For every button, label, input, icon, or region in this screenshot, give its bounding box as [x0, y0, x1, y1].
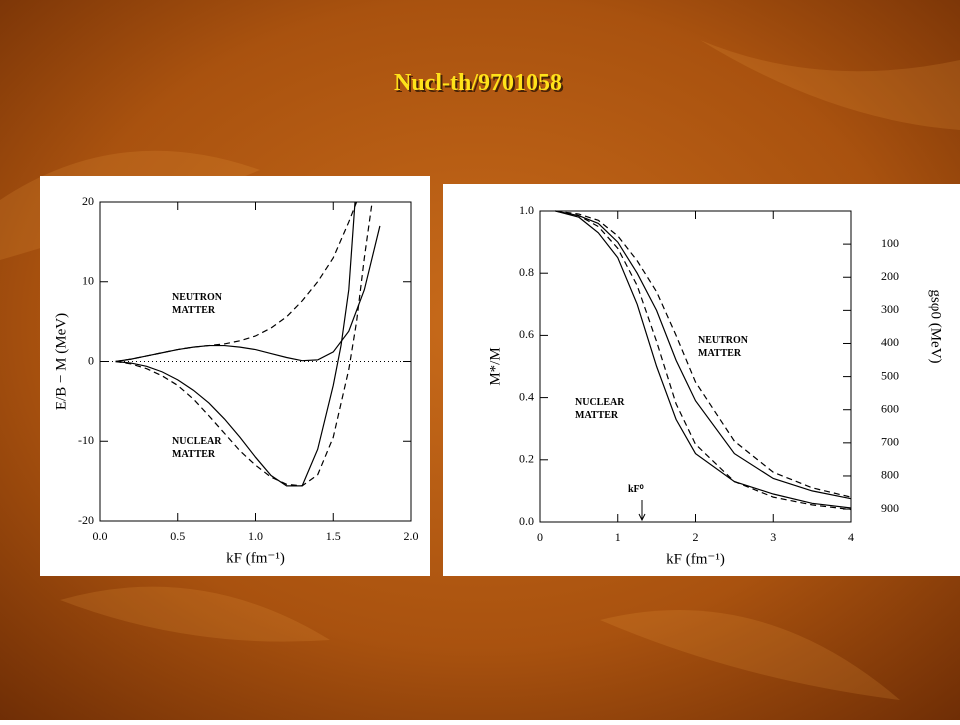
annotation: MATTER: [698, 348, 742, 359]
y2-tick-label: 400: [881, 335, 899, 349]
y2-tick-label: 300: [881, 302, 899, 316]
y2-tick-label: 100: [881, 236, 899, 250]
annotation: NEUTRON: [698, 335, 749, 346]
curve: [555, 210, 852, 498]
x-tick-label: 1.5: [326, 529, 341, 543]
slide-title: Nucl-th/9701058: [394, 70, 562, 96]
annotation: NUCLEAR: [172, 436, 222, 447]
x-tick-label: 4: [848, 530, 854, 544]
y-tick-label: 0.4: [519, 389, 534, 403]
x-tick-label: 0.0: [93, 529, 108, 543]
y2-tick-label: 500: [881, 368, 899, 382]
curve: [555, 210, 852, 509]
curve: [555, 210, 852, 511]
y-tick-label: -20: [78, 513, 94, 527]
curve: [115, 201, 358, 363]
x-axis-label: kF (fm⁻¹): [226, 550, 285, 566]
annotation: NUCLEAR: [575, 397, 625, 408]
annotation: MATTER: [172, 449, 216, 460]
y2-tick-label: 800: [881, 468, 899, 482]
y-tick-label: 1.0: [519, 203, 534, 217]
annotation: kF⁰: [628, 484, 644, 495]
curve: [115, 201, 356, 487]
y2-tick-label: 700: [881, 435, 899, 449]
curve: [115, 201, 373, 487]
arrow: [638, 500, 646, 522]
y-tick-label: 20: [82, 194, 94, 208]
y2-tick-label: 600: [881, 401, 899, 415]
x-tick-label: 2: [693, 530, 699, 544]
y-tick-label: -10: [78, 433, 94, 447]
curve: [555, 210, 852, 500]
y-tick-label: 0: [88, 353, 94, 367]
y2-tick-label: 900: [881, 501, 899, 515]
x-axis-label: kF (fm⁻¹): [666, 551, 725, 567]
annotation: MATTER: [575, 410, 619, 421]
y-tick-label: 0.6: [519, 327, 534, 341]
title-shadow: Nucl-th/9701058: [396, 72, 564, 98]
x-tick-label: 1: [615, 530, 621, 544]
annotation: MATTER: [172, 305, 216, 316]
x-tick-label: 1.0: [248, 529, 263, 543]
x-tick-label: 3: [770, 530, 776, 544]
y-tick-label: 0.0: [519, 514, 534, 528]
y2-axis-label: gsφ0 (MeV): [928, 289, 944, 363]
annotation: NEUTRON: [172, 292, 223, 303]
y-tick-label: 0.2: [519, 452, 534, 466]
x-tick-label: 2.0: [404, 529, 419, 543]
panel: [443, 184, 960, 576]
y-tick-label: 10: [82, 274, 94, 288]
x-tick-label: 0.5: [170, 529, 185, 543]
x-tick-label: 0: [537, 530, 543, 544]
y-tick-label: 0.8: [519, 265, 534, 279]
y2-tick-label: 200: [881, 269, 899, 283]
y-axis-label: E/B − M (MeV): [53, 313, 69, 410]
panel: [40, 176, 430, 576]
y-axis-label: M*/M: [487, 347, 503, 385]
